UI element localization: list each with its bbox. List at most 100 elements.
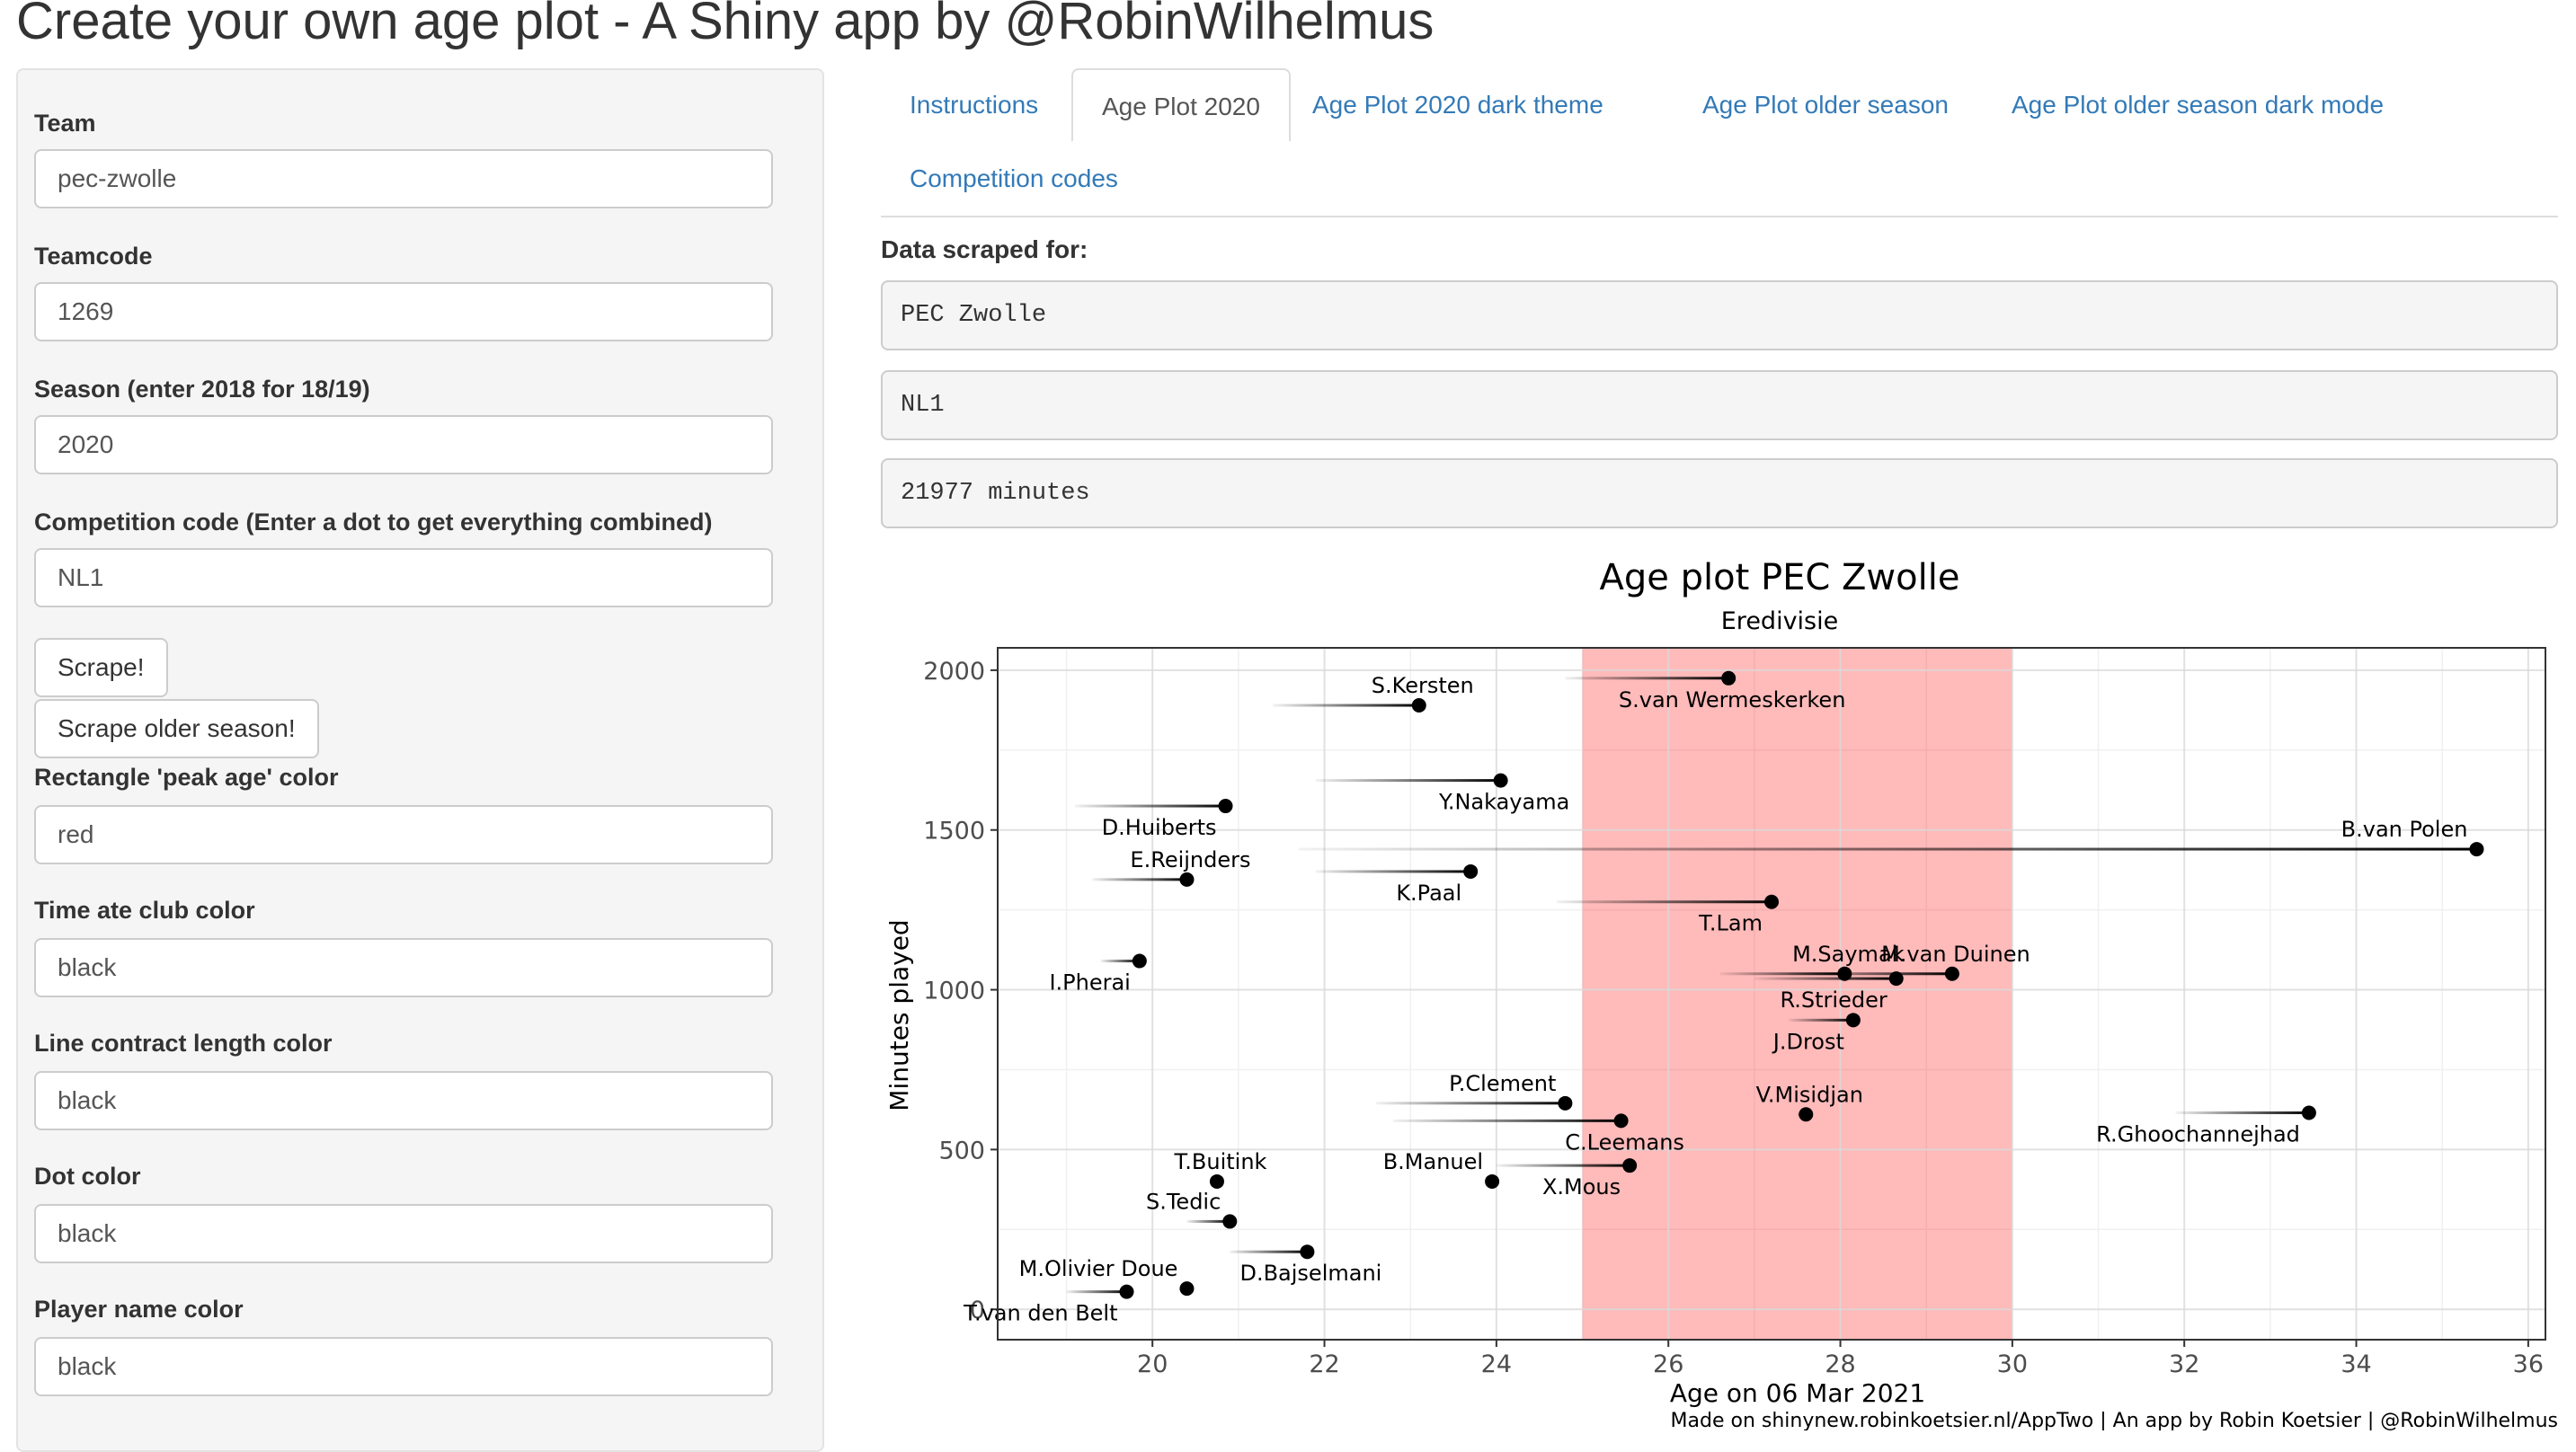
player-name-label: T.Buitink xyxy=(1173,1149,1266,1174)
team-input[interactable] xyxy=(34,149,773,208)
time-at-club-line xyxy=(1393,1119,1621,1122)
time-at-club-line xyxy=(1565,677,1729,680)
time-at-club-line xyxy=(1556,900,1772,904)
player-name-label: B.Manuel xyxy=(1383,1149,1483,1174)
y-tick-label: 0 xyxy=(970,1297,985,1324)
x-tick-label: 26 xyxy=(1653,1350,1683,1378)
player-dot xyxy=(1218,799,1233,814)
player-name-label: I.Pherai xyxy=(1049,970,1130,996)
y-tick-label: 1500 xyxy=(923,818,985,846)
time-at-club-line xyxy=(1100,960,1140,963)
scrape-button[interactable]: Scrape! xyxy=(34,638,168,697)
time-at-club-line xyxy=(1375,1102,1566,1105)
time-club-color-input[interactable] xyxy=(34,938,773,997)
time-at-club-line xyxy=(1315,870,1471,873)
line-contract-color-input[interactable] xyxy=(34,1071,773,1130)
time-at-club-line xyxy=(1230,1250,1308,1253)
player-dot xyxy=(2301,1105,2316,1120)
player-name-label: C.Leemans xyxy=(1565,1129,1684,1155)
peak-age-rectangle xyxy=(1582,648,2012,1340)
data-scraped-label: Data scraped for: xyxy=(881,235,1088,263)
player-name-label: S.Kersten xyxy=(1372,673,1474,698)
player-name-label: M.van Duinen xyxy=(1881,942,2030,967)
tab-age-plot-older-season[interactable]: Age Plot older season xyxy=(1702,91,1949,119)
player-name-label: T.Lam xyxy=(1698,911,1763,936)
teamcode-input[interactable] xyxy=(34,282,773,341)
competition-code-input[interactable] xyxy=(34,548,773,607)
player-name-color-input[interactable] xyxy=(34,1337,773,1396)
tab-competition-codes[interactable]: Competition codes xyxy=(910,164,1118,192)
time-at-club-line xyxy=(1789,1018,1853,1022)
player-name-label: T.van den Belt xyxy=(963,1301,1117,1326)
player-name-label: R.Ghoochannejhad xyxy=(2096,1121,2300,1147)
time-at-club-line xyxy=(1273,704,1419,707)
time-at-club-line xyxy=(1754,977,1896,980)
x-tick-label: 32 xyxy=(2169,1350,2199,1378)
player-name-label: M.Olivier Doue xyxy=(1019,1256,1178,1281)
player-name-label: P.Clement xyxy=(1449,1071,1556,1096)
age-plot-chart: Age plot PEC Zwolle Eredivisie 20 22 24 26 2… xyxy=(884,557,2558,1430)
tab-age-plot-2020[interactable]: Age Plot 2020 xyxy=(1071,68,1291,142)
chart-caption: Made on shinynew.robinkoetsier.nl/AppTwo… xyxy=(1671,1410,2558,1430)
rectangle-color-label: Rectangle 'peak age' color xyxy=(34,764,339,791)
player-name-label: S.van Wermeskerken xyxy=(1619,687,1845,713)
time-at-club-line xyxy=(1066,1290,1127,1294)
scraped-team-output: PEC Zwolle xyxy=(881,280,2558,350)
player-name-label: S.Tedic xyxy=(1146,1189,1221,1214)
tab-age-plot-2020-dark[interactable]: Age Plot 2020 dark theme xyxy=(1312,91,1603,119)
scrape-older-season-button[interactable]: Scrape older season! xyxy=(34,699,319,758)
player-dot xyxy=(1888,971,1904,987)
time-at-club-line xyxy=(2175,1111,2309,1114)
player-name-label: Y.Nakayama xyxy=(1438,790,1569,815)
plot-background xyxy=(998,648,2545,1340)
x-tick-label: 24 xyxy=(1481,1350,1512,1378)
team-label: Team xyxy=(34,110,96,137)
x-tick-label: 28 xyxy=(1825,1350,1855,1378)
x-tick-label: 22 xyxy=(1309,1350,1339,1378)
player-name-label: K.Paal xyxy=(1396,881,1461,906)
player-dot xyxy=(1485,1173,1500,1189)
player-dot xyxy=(1944,966,1959,981)
dot-color-label: Dot color xyxy=(34,1163,141,1190)
y-tick-label: 1000 xyxy=(923,978,985,1005)
y-tick-label: 2000 xyxy=(923,658,985,686)
player-name-label: J.Drost xyxy=(1772,1029,1844,1054)
time-at-club-line xyxy=(1298,847,2477,851)
player-dot xyxy=(1493,773,1508,788)
player-name-color-label: Player name color xyxy=(34,1296,244,1323)
x-tick-label: 36 xyxy=(2513,1350,2544,1378)
dot-color-input[interactable] xyxy=(34,1204,773,1263)
tab-bar: Instructions Age Plot 2020 Age Plot 2020… xyxy=(881,68,2558,217)
tab-instructions[interactable]: Instructions xyxy=(910,91,1039,119)
time-at-club-line xyxy=(1719,972,1845,976)
time-club-color-label: Time ate club color xyxy=(34,897,255,924)
player-name-label: E.Reijnders xyxy=(1130,847,1250,872)
player-name-label: V.Misidjan xyxy=(1756,1082,1863,1107)
tab-age-plot-older-season-dark[interactable]: Age Plot older season dark mode xyxy=(2012,91,2385,119)
player-dot xyxy=(1209,1173,1224,1189)
plot-border xyxy=(997,647,2546,1341)
player-name-label: X.Mous xyxy=(1542,1174,1621,1200)
player-dot xyxy=(1179,1281,1195,1297)
player-name-label: R.Strieder xyxy=(1780,987,1887,1013)
chart-subtitle: Eredivisie xyxy=(1721,607,1838,635)
player-dot xyxy=(1721,670,1737,686)
player-dot xyxy=(1300,1244,1315,1260)
rectangle-color-input[interactable] xyxy=(34,805,773,864)
time-at-club-line xyxy=(1092,878,1187,881)
season-input[interactable] xyxy=(34,415,773,474)
x-tick-label: 34 xyxy=(2341,1350,2371,1378)
player-name-label: D.Huiberts xyxy=(1102,815,1217,840)
scraped-minutes-output: 21977 minutes xyxy=(881,458,2558,528)
scraped-competition-output: NL1 xyxy=(881,370,2558,440)
x-tick-label: 30 xyxy=(1997,1350,2028,1378)
player-dot xyxy=(1799,1107,1814,1122)
y-axis-label: Minutes played xyxy=(884,919,914,1111)
y-tick-label: 500 xyxy=(938,1137,985,1164)
player-dot xyxy=(1845,1013,1861,1028)
player-dot xyxy=(1463,863,1479,879)
plot-area: 20 22 24 26 28 30 32 34 36 0 500 1000 1500 2000 S.van … xyxy=(923,647,2546,1378)
player-dot xyxy=(1613,1113,1629,1129)
line-contract-color-label: Line contract length color xyxy=(34,1030,333,1057)
competition-code-label: Competition code (Enter a dot to get eve… xyxy=(34,509,713,536)
